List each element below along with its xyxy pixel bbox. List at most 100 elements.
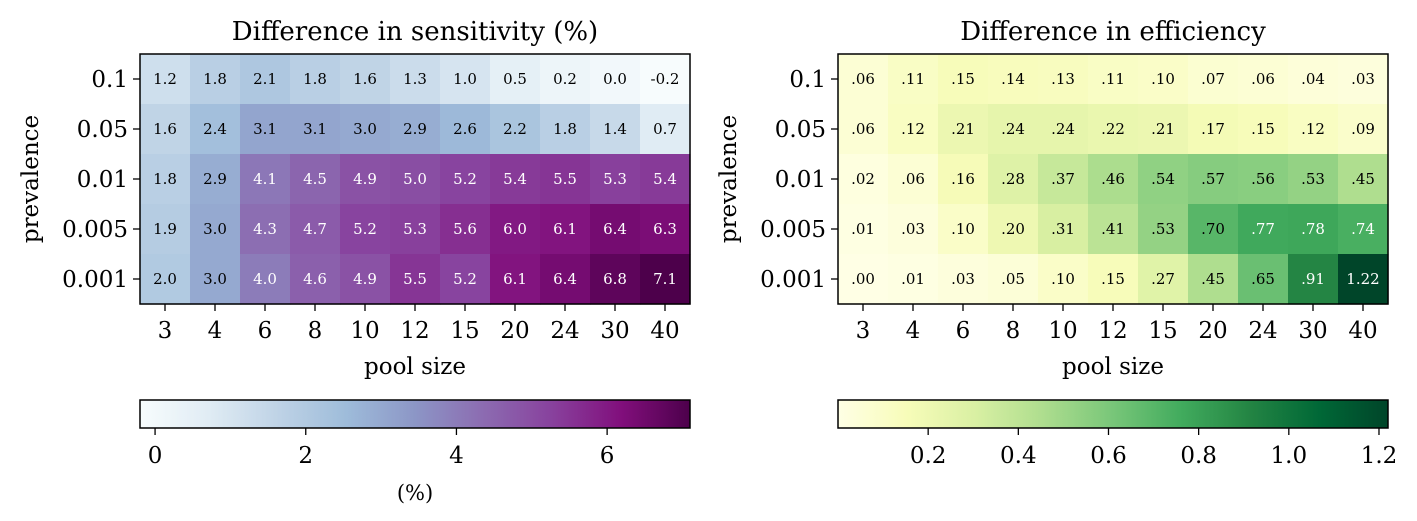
cell-label: 4.9	[353, 270, 377, 288]
cell-label: .05	[1001, 270, 1025, 288]
y-tick-label: 0.01	[77, 167, 128, 193]
heatmap-cell	[1138, 204, 1189, 255]
x-tick-label: 24	[1248, 318, 1277, 344]
heatmap-cell	[390, 154, 441, 205]
cell-label: .06	[851, 70, 875, 88]
heatmap-cell	[1288, 254, 1339, 305]
heatmap-cell	[1338, 154, 1389, 205]
heatmap-cell	[640, 254, 691, 305]
cell-label: .16	[951, 170, 975, 188]
heatmap-cell	[240, 204, 291, 255]
cell-label: 1.8	[303, 70, 327, 88]
x-tick-label: 30	[1298, 318, 1327, 344]
heatmap-cell	[1038, 154, 1089, 205]
heatmap-cell	[340, 54, 391, 105]
cell-label: 1.2	[153, 70, 177, 88]
x-tick-label: 12	[400, 318, 429, 344]
cell-label: 4.7	[303, 220, 327, 238]
cell-label: 5.0	[403, 170, 427, 188]
heatmap-cell	[1138, 154, 1189, 205]
cell-label: 4.1	[253, 170, 277, 188]
cell-label: .46	[1101, 170, 1125, 188]
y-tick-label: 0.1	[789, 67, 826, 93]
heatmap-cell	[190, 254, 241, 305]
heatmap-cell	[838, 104, 889, 155]
cell-label: 5.2	[453, 170, 477, 188]
cell-label: 2.2	[503, 120, 527, 138]
colorbar-label: (%)	[397, 481, 433, 505]
cell-label: 2.0	[153, 270, 177, 288]
heatmap-cell	[140, 54, 191, 105]
heatmap-cell	[340, 104, 391, 155]
heatmap-cell	[240, 254, 291, 305]
y-tick-label: 0.1	[91, 67, 128, 93]
x-axis-label: pool size	[364, 354, 466, 380]
cell-label: .57	[1201, 170, 1225, 188]
x-tick-label: 6	[258, 318, 273, 344]
y-tick-label: 0.005	[62, 217, 128, 243]
cell-label: .11	[1101, 70, 1125, 88]
heatmap-cell	[390, 104, 441, 155]
cell-label: .12	[901, 120, 925, 138]
cell-label: 6.1	[553, 220, 577, 238]
heatmap-cell	[290, 254, 341, 305]
heatmap-cell	[440, 204, 491, 255]
heatmap-cell	[190, 204, 241, 255]
x-tick-label: 8	[1006, 318, 1021, 344]
x-tick-label: 15	[1148, 318, 1177, 344]
heatmap-cell	[140, 104, 191, 155]
heatmap-cell	[888, 254, 939, 305]
heatmap-cell	[140, 204, 191, 255]
cell-label: 6.8	[603, 270, 627, 288]
heatmap-cell	[140, 154, 191, 205]
colorbar-tick-label: 0	[148, 443, 163, 469]
cell-label: .65	[1251, 270, 1275, 288]
cell-label: 5.2	[453, 270, 477, 288]
cell-label: .53	[1301, 170, 1325, 188]
x-tick-label: 40	[650, 318, 679, 344]
cell-label: 6.1	[503, 270, 527, 288]
heatmap-cell	[590, 254, 641, 305]
heatmap-cell	[1238, 154, 1289, 205]
heatmap-cell	[1238, 54, 1289, 105]
cell-label: 0.2	[553, 70, 577, 88]
heatmap-cell	[1288, 204, 1339, 255]
heatmap-cell	[1338, 254, 1389, 305]
heatmap-cell	[938, 204, 989, 255]
heatmap-cell	[340, 154, 391, 205]
heatmap-cell	[540, 204, 591, 255]
y-tick-label: 0.001	[62, 267, 128, 293]
cell-label: 6.0	[503, 220, 527, 238]
x-tick-label: 30	[600, 318, 629, 344]
heatmap-cell	[540, 104, 591, 155]
heatmap-cell	[340, 204, 391, 255]
chart-title: Difference in efficiency	[960, 17, 1266, 47]
heatmap-cell	[1188, 54, 1239, 105]
cell-label: 1.8	[203, 70, 227, 88]
y-tick-label: 0.001	[760, 267, 826, 293]
cell-label: .78	[1301, 220, 1325, 238]
heatmap-cell	[290, 204, 341, 255]
colorbar-tick-label: 0.8	[1180, 443, 1217, 469]
heatmap-cell	[938, 54, 989, 105]
heatmap-cell	[440, 254, 491, 305]
y-tick-label: 0.01	[775, 167, 826, 193]
cell-label: .12	[1301, 120, 1325, 138]
cell-label: 5.3	[603, 170, 627, 188]
cell-label: .74	[1351, 220, 1375, 238]
cell-label: 5.6	[453, 220, 477, 238]
x-tick-label: 10	[350, 318, 379, 344]
heatmap-cell	[590, 204, 641, 255]
x-tick-label: 4	[906, 318, 921, 344]
cell-label: 0.5	[503, 70, 527, 88]
heatmap-cell	[1188, 254, 1239, 305]
cell-label: 5.2	[353, 220, 377, 238]
heatmap-cell	[290, 154, 341, 205]
cell-label: 7.1	[653, 270, 677, 288]
heatmap-cell	[938, 154, 989, 205]
heatmap-cell	[390, 254, 441, 305]
cell-label: .09	[1351, 120, 1375, 138]
heatmap-cell	[838, 254, 889, 305]
heatmap-cell	[640, 154, 691, 205]
cell-label: 5.4	[653, 170, 677, 188]
